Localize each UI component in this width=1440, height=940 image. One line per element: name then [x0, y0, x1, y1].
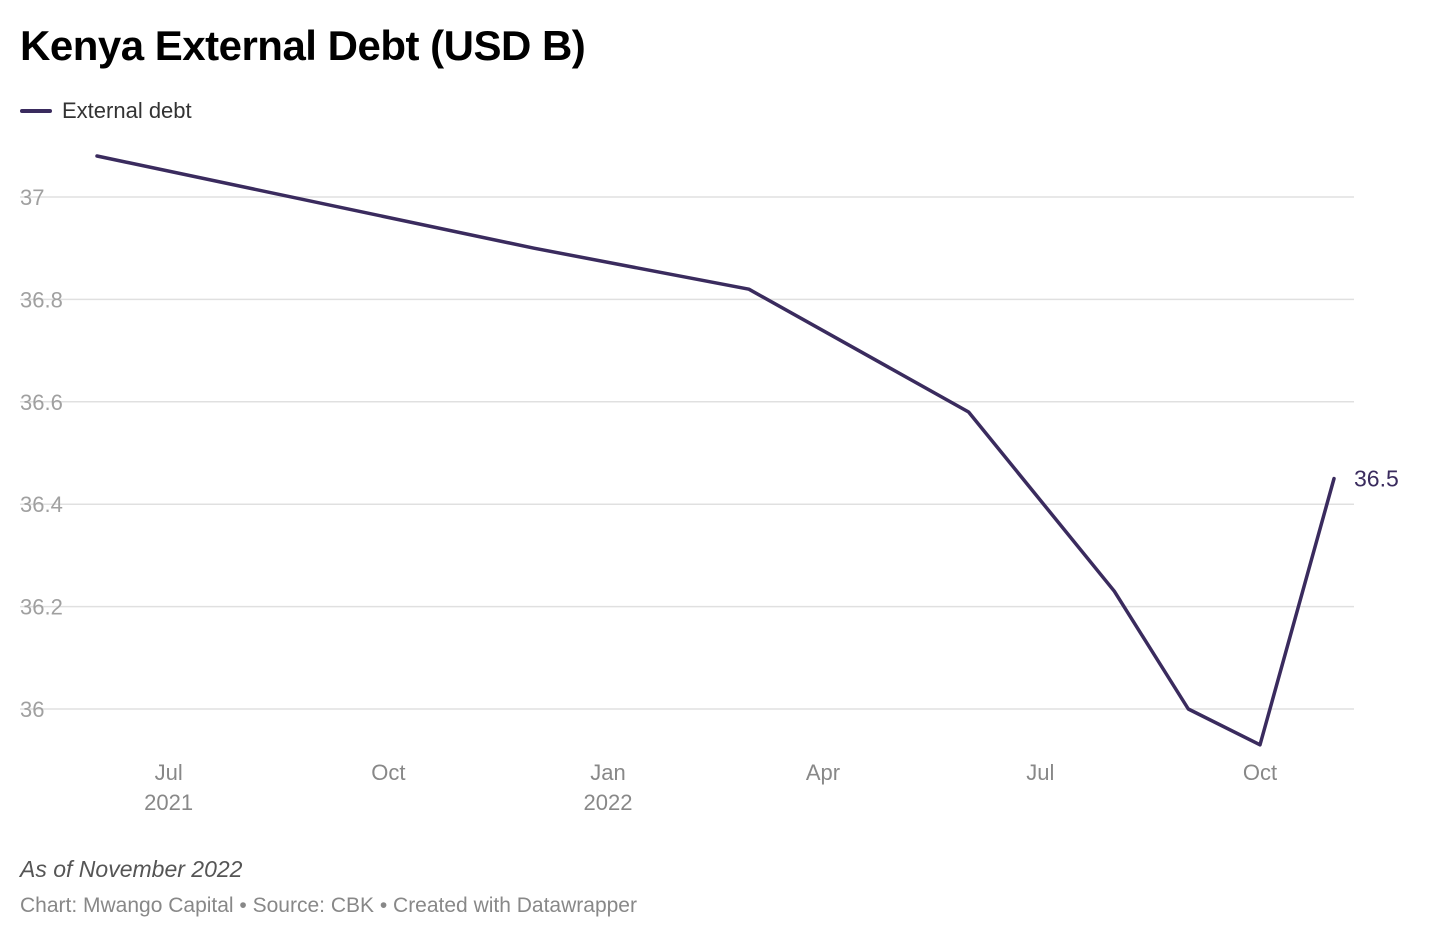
x-tick-label: Jul — [1026, 760, 1054, 785]
x-tick-sublabel: 2022 — [584, 790, 633, 815]
y-tick-label: 36.4 — [20, 492, 63, 517]
y-tick-label: 36.2 — [20, 595, 63, 620]
series-lines — [95, 154, 1336, 747]
x-tick-label: Jul — [155, 760, 183, 785]
y-tick-label: 36 — [20, 697, 44, 722]
legend-swatch — [20, 109, 52, 113]
series-line — [95, 154, 1336, 747]
chart-note: As of November 2022 — [20, 856, 243, 882]
x-axis-ticks: Jul 2021 Oct Jan 2022 Apr Jul Oct — [144, 760, 1277, 815]
x-tick-sublabel: 2021 — [144, 790, 193, 815]
legend: External debt — [20, 98, 192, 124]
y-tick-label: 37 — [20, 185, 44, 210]
x-tick-label: Oct — [371, 760, 405, 785]
grid-lines — [20, 196, 1354, 710]
y-tick-label: 36.8 — [20, 287, 63, 312]
end-labels: 36.5 — [1354, 466, 1399, 492]
chart-title: Kenya External Debt (USD B) — [20, 22, 586, 69]
legend-label: External debt — [62, 98, 192, 123]
y-axis-ticks: 36 36.2 36.4 36.6 36.8 37 — [20, 185, 63, 722]
x-tick-label: Oct — [1243, 760, 1277, 785]
end-value-label: 36.5 — [1354, 466, 1399, 492]
y-tick-label: 36.6 — [20, 390, 63, 415]
chart-credits: Chart: Mwango Capital • Source: CBK • Cr… — [20, 894, 637, 917]
line-chart: 36 36.2 36.4 36.6 36.8 37 Jul 2021 Oct Jan 2022 Ap… — [20, 154, 1399, 815]
x-tick-label: Jan — [590, 760, 625, 785]
x-tick-label: Apr — [806, 760, 840, 785]
